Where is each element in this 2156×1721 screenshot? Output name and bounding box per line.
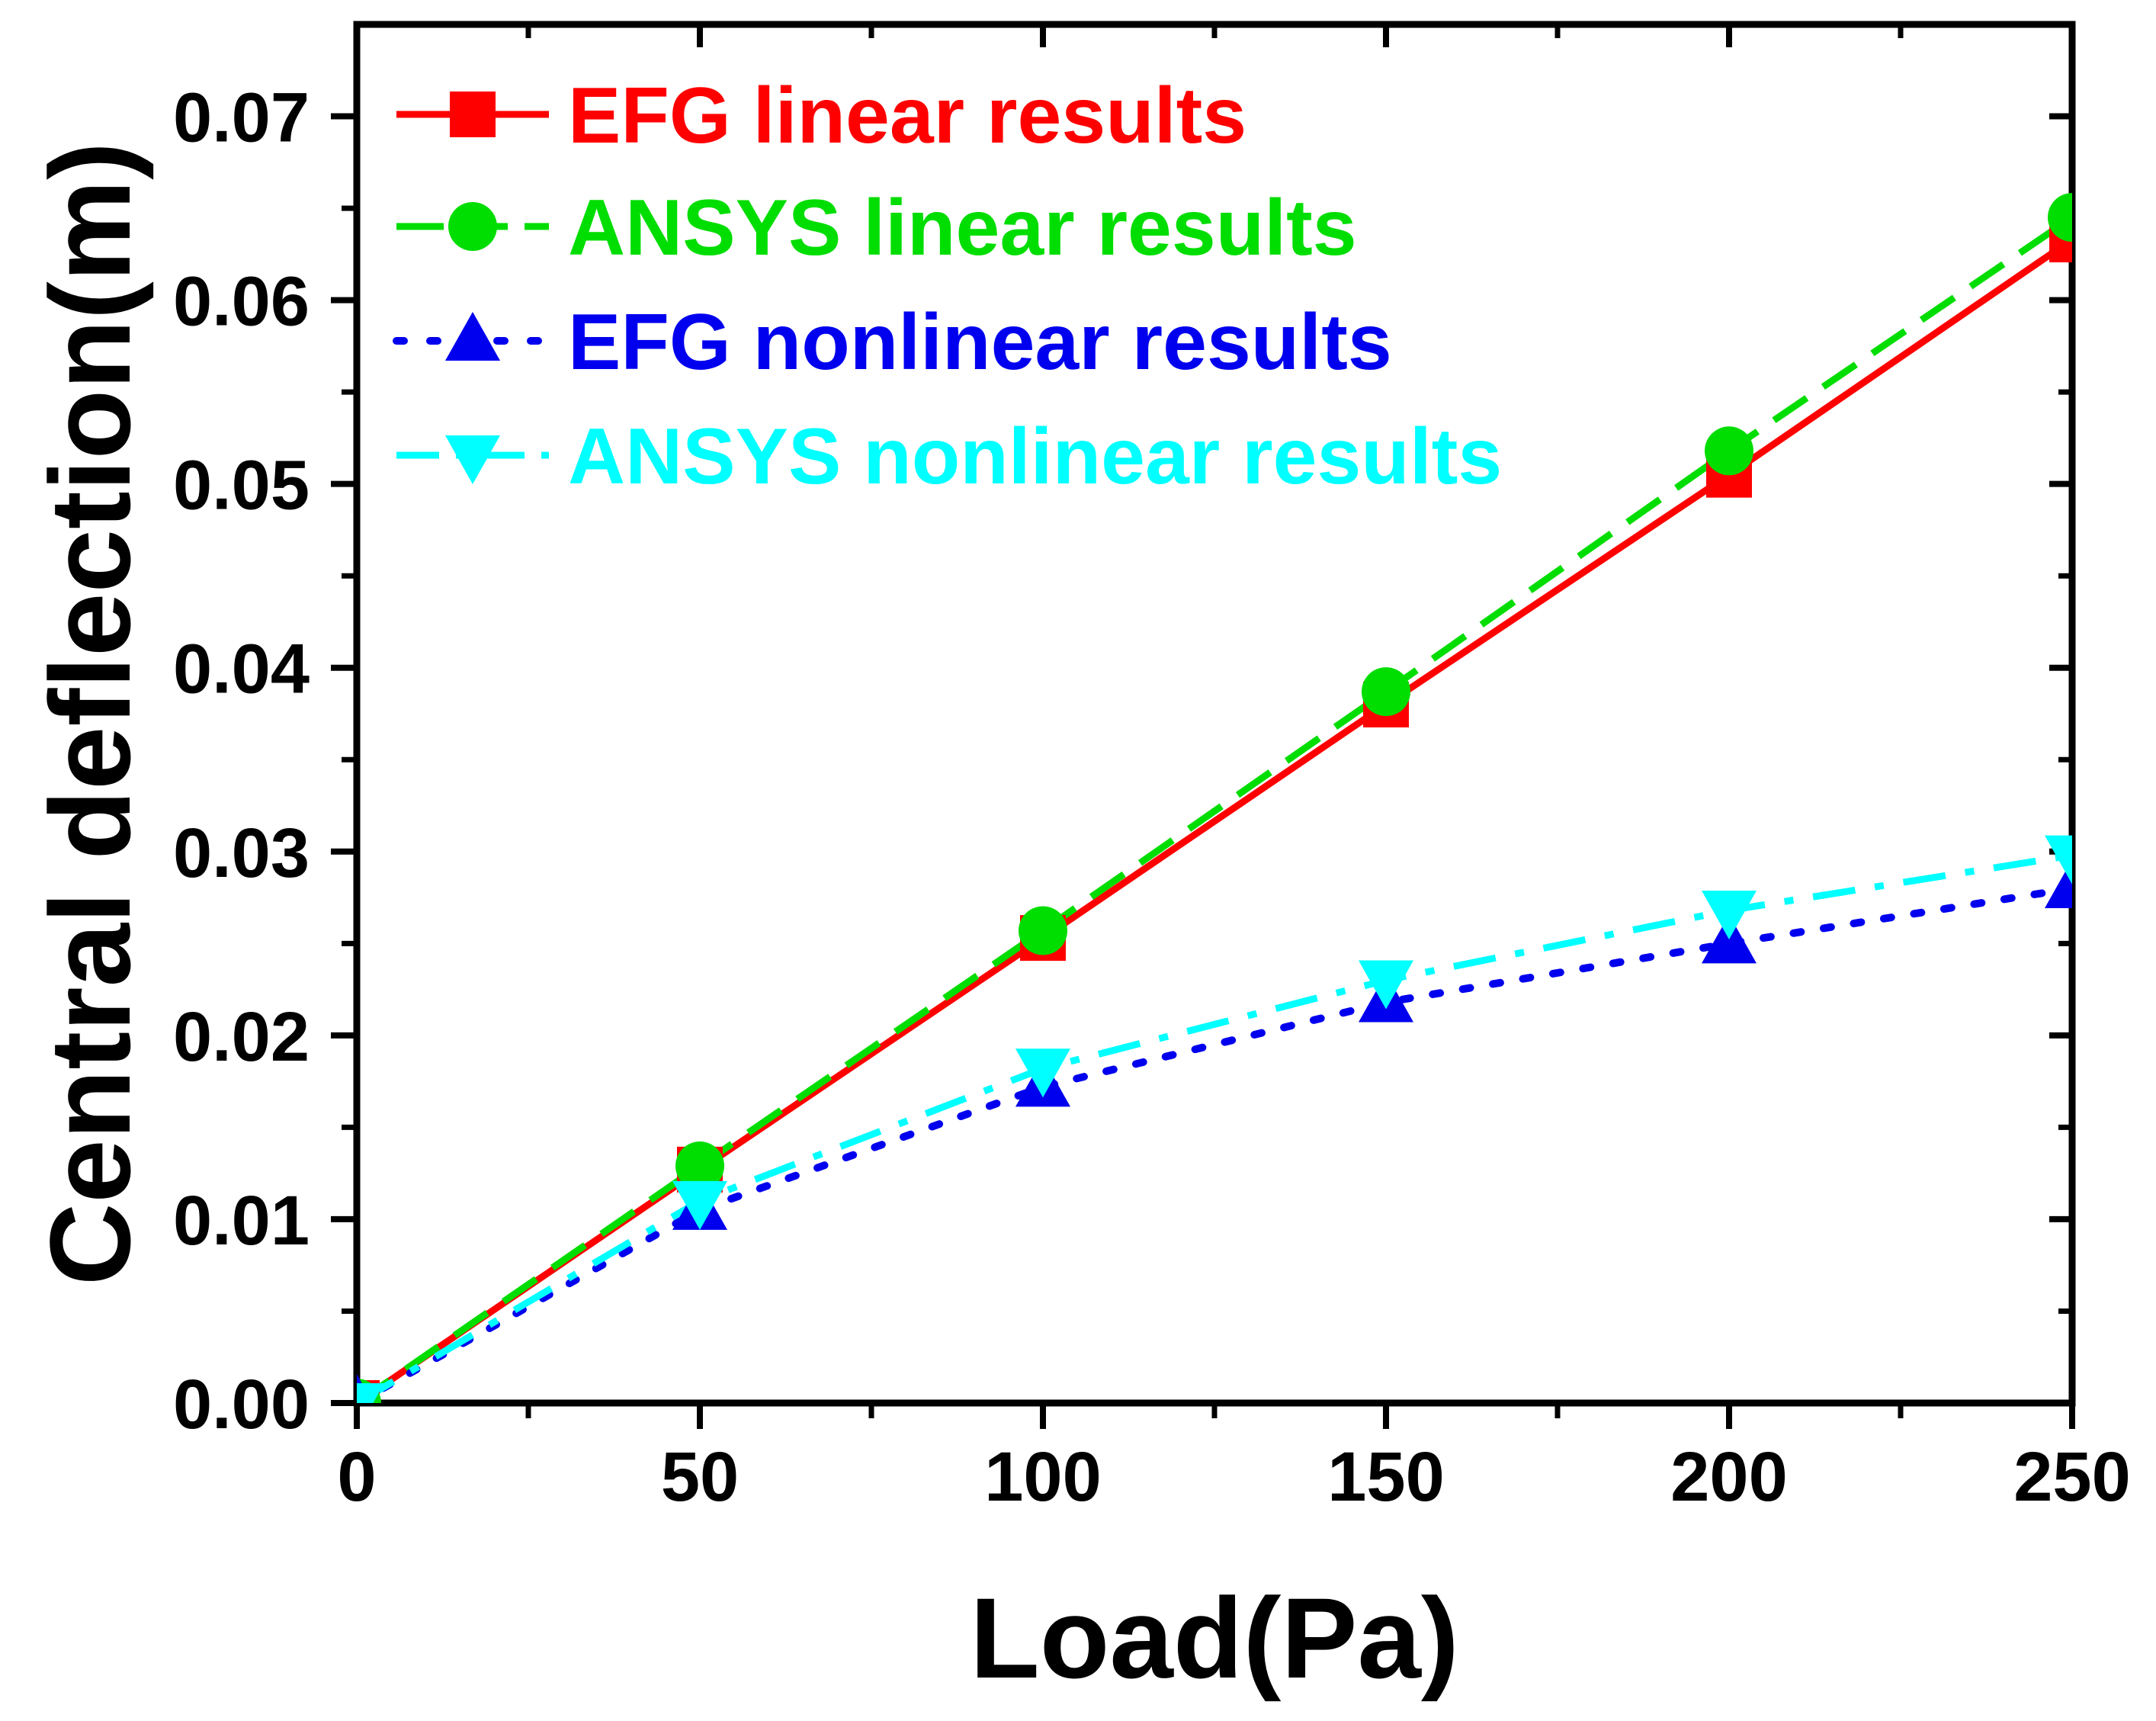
legend-marker-efg-nonlinear	[445, 312, 500, 361]
x-tick-label: 200	[1670, 1438, 1788, 1516]
data-point-ansys-nonlinear	[1359, 960, 1413, 1010]
legend-marker-ansys-nonlinear	[445, 435, 500, 484]
y-tick-label: 0.01	[173, 1182, 310, 1260]
series-line-efg-nonlinear	[357, 885, 2072, 1403]
legend-label-efg-linear: EFG linear results	[568, 72, 1246, 160]
data-point-ansys-linear	[675, 1141, 724, 1191]
series-line-ansys-linear	[357, 214, 2072, 1403]
data-point-ansys-linear	[1019, 906, 1067, 955]
x-tick-label: 50	[661, 1438, 739, 1516]
y-tick-label: 0.07	[173, 79, 310, 157]
x-tick-label: 250	[2013, 1438, 2131, 1516]
legend-marker-efg-linear	[450, 92, 496, 137]
y-tick-label: 0.05	[173, 447, 310, 525]
y-tick-label: 0.06	[173, 263, 310, 341]
y-tick-label: 0.04	[173, 631, 310, 708]
axes: 0 50 100 150 200 250 0.00 0.01 0.02 0.03 0.04 0.05 0…	[173, 21, 2131, 1516]
legend: EFG linear results ANSYS linear results EF…	[393, 72, 1502, 501]
data-point-ansys-nonlinear	[1702, 890, 1757, 939]
x-axis-title: Load(Pa)	[970, 1574, 1459, 1702]
plot-area	[357, 193, 2072, 1403]
legend-label-ansys-linear: ANSYS linear results	[568, 184, 1357, 272]
y-tick-label: 0.02	[173, 998, 310, 1076]
y-tick-label: 0.00	[173, 1366, 310, 1443]
data-point-ansys-nonlinear	[357, 1383, 384, 1403]
data-point-ansys-linear	[1362, 667, 1410, 717]
y-axis-title: Central deflection(m)	[26, 142, 154, 1286]
legend-marker-ansys-linear	[448, 202, 497, 251]
x-tick-label: 0	[337, 1438, 376, 1516]
legend-label-ansys-nonlinear: ANSYS nonlinear results	[568, 413, 1502, 501]
data-point-ansys-linear	[1705, 426, 1753, 476]
data-point-ansys-nonlinear	[672, 1180, 727, 1230]
data-point-ansys-linear	[2048, 193, 2072, 242]
data-point-ansys-nonlinear	[2045, 835, 2072, 885]
x-tick-label: 100	[984, 1438, 1102, 1516]
y-tick-label: 0.03	[173, 814, 310, 892]
x-tick-label: 150	[1327, 1438, 1445, 1516]
legend-label-efg-nonlinear: EFG nonlinear results	[568, 298, 1392, 387]
series-line-ansys-nonlinear	[357, 852, 2072, 1403]
series-line-efg-linear	[357, 236, 2072, 1403]
data-point-ansys-nonlinear	[1015, 1048, 1070, 1098]
